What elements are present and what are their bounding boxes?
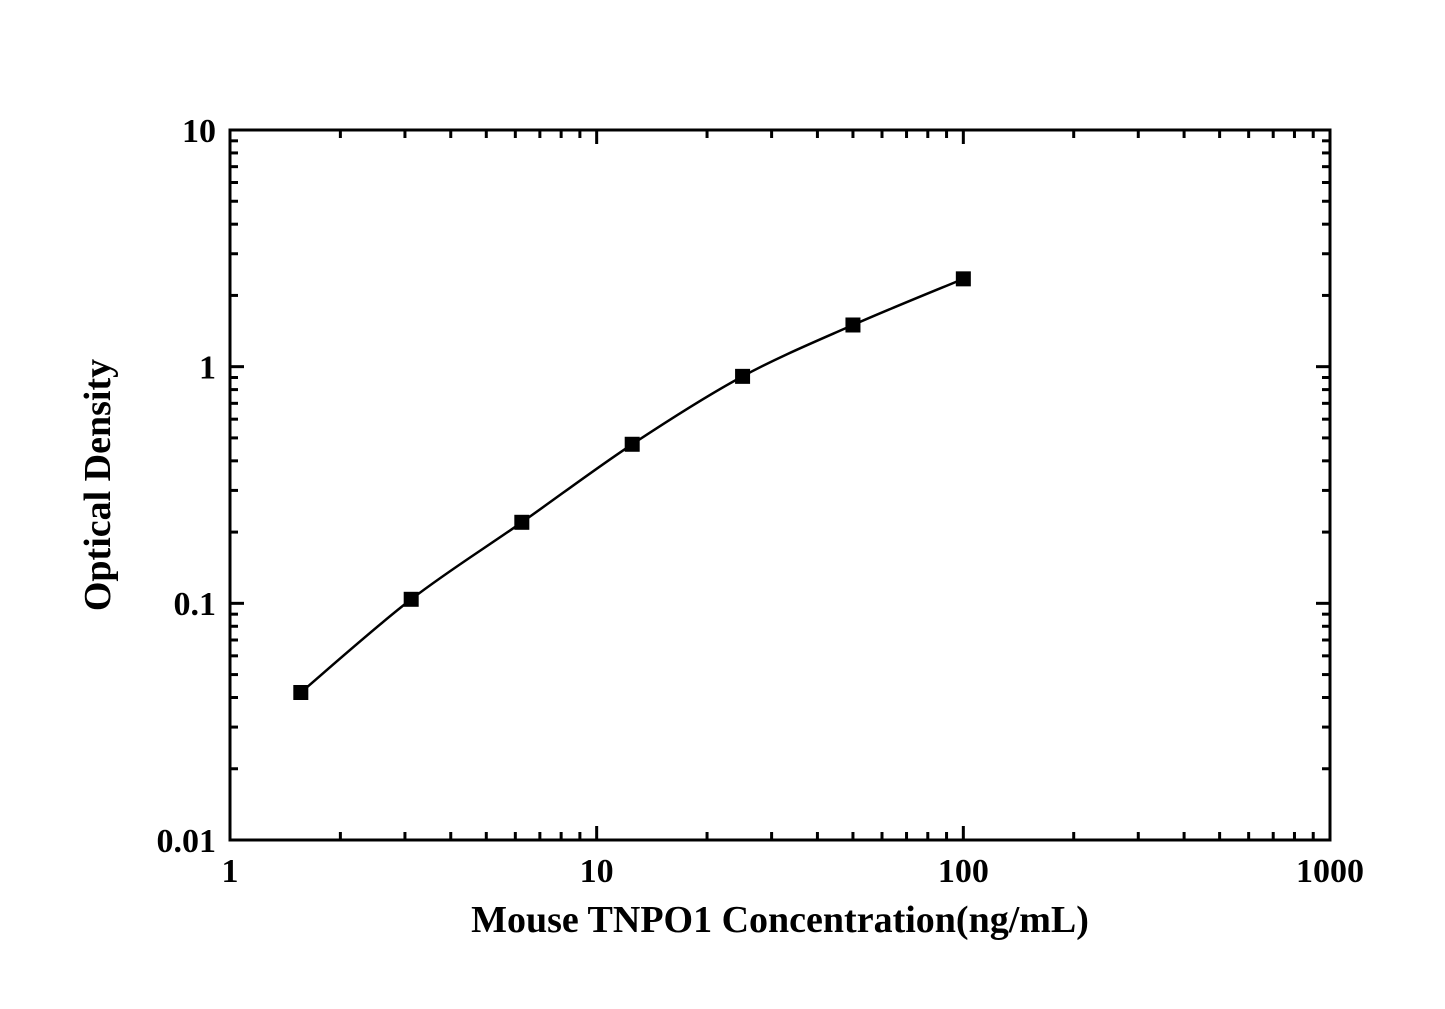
x-axis-label: Mouse TNPO1 Concentration(ng/mL): [471, 899, 1089, 941]
chart-background: [0, 0, 1445, 1009]
data-marker: [294, 685, 308, 699]
data-marker: [846, 318, 860, 332]
data-marker: [625, 437, 639, 451]
x-tick-label: 100: [938, 853, 989, 890]
data-marker: [736, 369, 750, 383]
x-tick-label: 10: [580, 853, 614, 890]
x-tick-label: 1: [222, 853, 239, 890]
chart-svg: 1 10 100 1000 0.01 0.1 1 10 Mouse TNPO1 Concentr…: [0, 0, 1445, 1009]
data-marker: [956, 272, 970, 286]
y-tick-label: 0.01: [157, 823, 217, 860]
chart-container: 1 10 100 1000 0.01 0.1 1 10 Mouse TNPO1 Concentr…: [0, 0, 1445, 1009]
data-marker: [404, 592, 418, 606]
data-marker: [515, 515, 529, 529]
y-tick-label: 0.1: [174, 586, 217, 623]
y-tick-label: 10: [182, 113, 216, 150]
x-tick-label: 1000: [1296, 853, 1364, 890]
y-axis-label: Optical Density: [77, 359, 119, 611]
y-tick-label: 1: [199, 350, 216, 387]
